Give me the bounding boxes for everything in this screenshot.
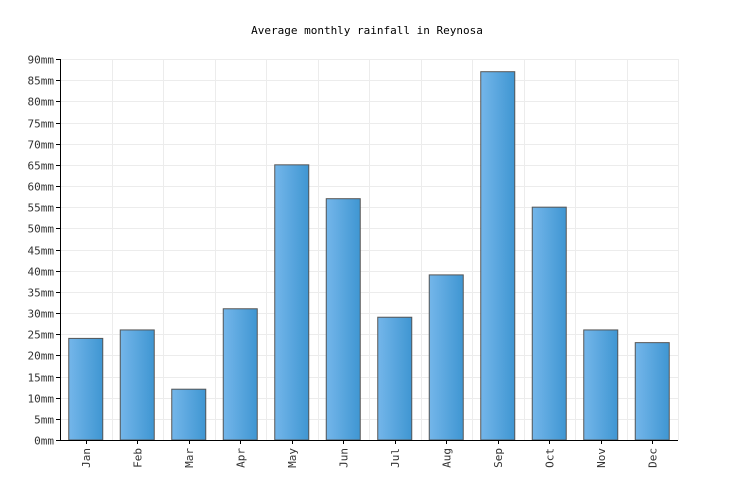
y-tick-label: 90mm	[28, 54, 55, 67]
y-axis-ticks: 0mm 5mm 10mm 15mm 20mm 25mm 30mm 35mm 40mm 45mm 50…	[28, 54, 60, 448]
bar-apr	[222, 308, 258, 441]
x-tick-label: Aug	[440, 448, 453, 468]
y-tick-label: 15mm	[28, 372, 55, 385]
x-tick-label: Dec	[646, 448, 659, 468]
y-tick-label: 25mm	[28, 329, 55, 342]
y-tick-label: 80mm	[28, 96, 55, 109]
x-tick-label: Jul	[389, 448, 402, 468]
bar-feb	[119, 329, 155, 441]
bar-aug	[428, 274, 464, 441]
bar-oct	[531, 206, 567, 441]
x-tick-label: Nov	[595, 448, 608, 468]
bar-jun	[325, 198, 361, 441]
x-axis-ticks: Jan Feb Mar Apr May Jun Jul Aug Sep Oct Nov Dec	[80, 440, 659, 468]
y-tick-label: 45mm	[28, 245, 55, 258]
y-tick-label: 40mm	[28, 266, 55, 279]
y-tick-label: 30mm	[28, 308, 55, 321]
y-tick-label: 65mm	[28, 160, 55, 173]
bar-may	[274, 164, 310, 441]
y-tick-label: 70mm	[28, 139, 55, 152]
x-tick-label: May	[286, 448, 299, 468]
x-tick-label: Jun	[337, 448, 350, 468]
y-tick-label: 0mm	[34, 435, 54, 448]
x-tick-label: Feb	[131, 448, 144, 468]
y-tick-label: 35mm	[28, 287, 55, 300]
x-tick-label: Sep	[492, 448, 505, 468]
bar-dec	[634, 342, 670, 441]
grid	[60, 59, 679, 440]
x-tick-label: Mar	[183, 448, 196, 468]
chart-title: Average monthly rainfall in Reynosa	[251, 24, 483, 37]
bar-jul	[377, 316, 413, 441]
y-tick-label: 85mm	[28, 75, 55, 88]
y-tick-label: 20mm	[28, 350, 55, 363]
bar-jan	[68, 337, 104, 441]
y-tick-label: 55mm	[28, 202, 55, 215]
y-tick-label: 10mm	[28, 393, 55, 406]
x-tick-label: Jan	[80, 448, 93, 468]
x-tick-label: Apr	[234, 448, 247, 468]
y-tick-label: 5mm	[34, 414, 54, 427]
y-tick-label: 75mm	[28, 118, 55, 131]
bars	[68, 71, 670, 441]
bar-nov	[583, 329, 619, 441]
y-tick-label: 60mm	[28, 181, 55, 194]
bar-mar	[171, 388, 207, 441]
x-tick-label: Oct	[543, 448, 556, 468]
y-tick-label: 50mm	[28, 223, 55, 236]
bar-sep	[480, 71, 516, 441]
